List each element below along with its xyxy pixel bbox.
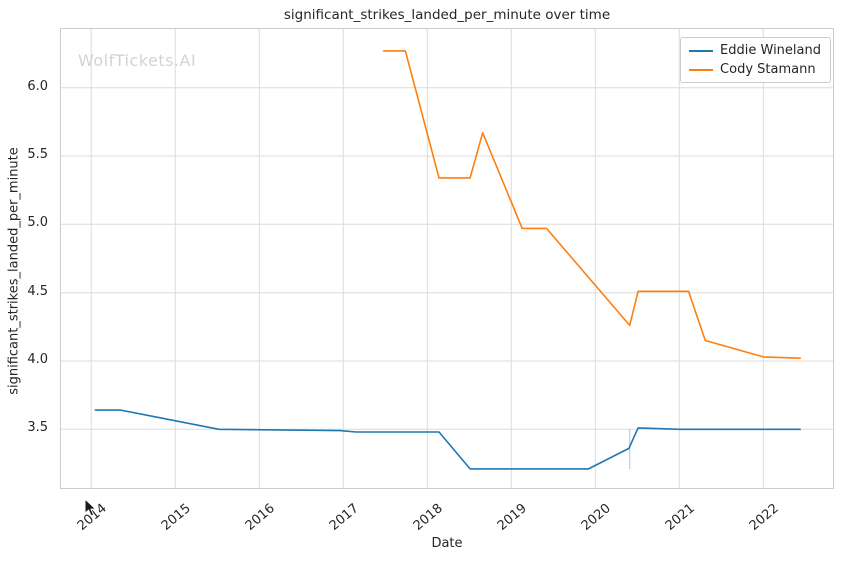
- x-tick-label: 2015: [158, 501, 194, 534]
- y-tick-label: 5.5: [27, 147, 48, 163]
- series-line-eddie-wineland: [94, 409, 802, 470]
- legend: Eddie Wineland Cody Stamann: [680, 37, 831, 83]
- series-line-cody-stamann: [382, 50, 802, 360]
- x-tick-label: 2021: [662, 501, 698, 534]
- mouse-cursor: [84, 499, 97, 517]
- plot-area: WolfTickets.AI Eddie Wineland Cody Staman…: [60, 28, 834, 489]
- y-tick-label: 3.5: [27, 420, 48, 436]
- y-tick-label: 4.5: [27, 283, 48, 299]
- legend-label: Eddie Wineland: [720, 43, 821, 58]
- legend-line-swatch: [689, 68, 714, 71]
- x-tick-label: 2018: [410, 501, 446, 534]
- x-tick-label: 2017: [326, 501, 362, 534]
- y-tick-label: 6.0: [27, 78, 48, 94]
- chart-title: significant_strikes_landed_per_minute ov…: [283, 7, 611, 23]
- x-tick-label: 2019: [494, 501, 530, 534]
- legend-item: Eddie Wineland: [689, 43, 821, 58]
- y-tick-label: 5.0: [27, 215, 48, 231]
- x-tick-label: 2016: [242, 501, 278, 534]
- legend-item: Cody Stamann: [689, 62, 821, 77]
- y-tick-label: 4.0: [27, 351, 48, 367]
- legend-line-swatch: [689, 49, 714, 52]
- watermark: WolfTickets.AI: [78, 51, 197, 70]
- chart-canvas: [61, 29, 833, 488]
- x-tick-label: 2020: [578, 501, 614, 534]
- x-tick-label: 2022: [746, 501, 782, 534]
- x-axis-label: Date: [431, 536, 463, 551]
- legend-label: Cody Stamann: [720, 62, 816, 77]
